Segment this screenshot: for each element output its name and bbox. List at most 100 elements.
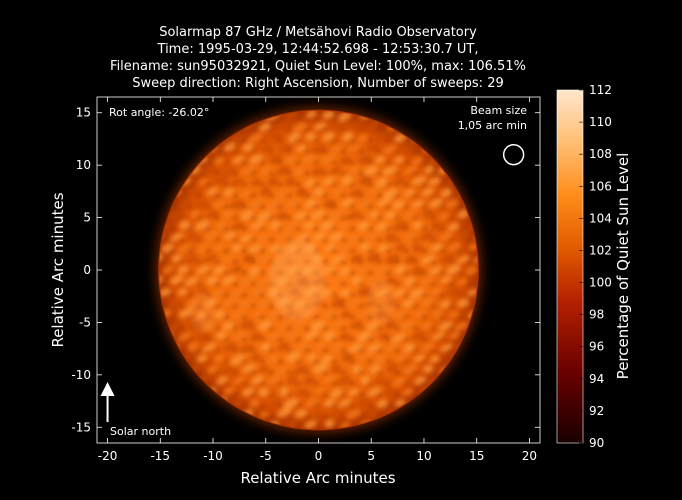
sweep-dark-spot — [313, 337, 320, 342]
sweep-blob — [446, 264, 461, 275]
sweep-dark-spot — [286, 370, 293, 375]
sweep-blob — [251, 221, 264, 230]
sweep-dark-spot — [286, 237, 293, 243]
sweep-blob — [295, 144, 306, 153]
bright-region — [190, 291, 215, 332]
sweep-dark-spot — [232, 215, 239, 220]
sweep-blob — [258, 365, 269, 374]
sweep-blob — [166, 210, 180, 220]
sweep-dark-spot — [331, 204, 338, 209]
sweep-dark-spot — [169, 292, 176, 298]
sweep-blob — [295, 388, 307, 397]
sweep-dark-spot — [178, 215, 185, 220]
sweep-dark-spot — [421, 359, 428, 364]
sweep-blob — [375, 177, 388, 188]
sweep-dark-spot — [304, 370, 311, 375]
sweep-dark-spot — [322, 127, 329, 132]
sweep-blob — [341, 175, 353, 186]
sweep-dark-spot — [331, 359, 338, 364]
sweep-blob — [313, 122, 327, 131]
sweep-dark-spot — [313, 138, 320, 143]
sweep-dark-spot — [196, 281, 203, 287]
sweep-blob — [250, 178, 261, 187]
sweep-blob — [375, 155, 385, 164]
sweep-dark-spot — [412, 149, 419, 154]
sweep-blob — [269, 220, 281, 230]
sweep-dark-spot — [403, 315, 410, 320]
sweep-dark-spot — [340, 237, 347, 243]
sweep-blob — [269, 310, 280, 320]
sweep-blob — [448, 242, 461, 252]
sweep-blob — [347, 143, 362, 153]
sweep-blob — [403, 188, 416, 197]
title-line-2: Time: 1995-03-29, 12:44:52.698 - 12:53:3… — [157, 42, 479, 57]
sweep-dark-spot — [268, 392, 275, 397]
sweep-dark-spot — [367, 403, 374, 408]
y-tick-label: -5 — [79, 315, 91, 329]
sweep-dark-spot — [403, 138, 410, 143]
sweep-blob — [256, 276, 271, 286]
sweep-blob — [311, 167, 324, 177]
sweep-blob — [376, 197, 391, 207]
x-axis-label: Relative Arc minutes — [240, 469, 395, 487]
sweep-dark-spot — [457, 226, 464, 231]
sweep-blob — [429, 355, 440, 363]
sweep-blob — [276, 211, 288, 222]
sweep-dark-spot — [430, 303, 437, 309]
sweep-blob — [357, 221, 370, 231]
sweep-blob — [374, 376, 386, 386]
sweep-blob — [250, 353, 262, 362]
sweep-blob — [394, 156, 404, 165]
sweep-dark-spot — [268, 237, 275, 243]
sweep-dark-spot — [376, 215, 383, 220]
sweep-dark-spot — [223, 248, 230, 254]
sweep-dark-spot — [286, 149, 293, 154]
sweep-blob — [375, 222, 388, 231]
sweep-dark-spot — [187, 292, 194, 298]
sweep-blob — [331, 276, 344, 285]
sweep-dark-spot — [241, 182, 248, 187]
sweep-dark-spot — [457, 204, 464, 209]
sweep-blob — [367, 143, 380, 152]
sweep-dark-spot — [349, 381, 356, 386]
solar-north-label: Solar north — [110, 425, 171, 438]
sweep-blob — [230, 178, 244, 187]
sweep-blob — [314, 387, 325, 395]
x-tick-label: -5 — [260, 449, 272, 463]
sweep-dark-spot — [277, 204, 284, 209]
sweep-dark-spot — [223, 359, 230, 364]
sweep-dark-spot — [448, 237, 455, 243]
sweep-blob — [311, 209, 325, 220]
sweep-dark-spot — [313, 226, 320, 231]
sweep-dark-spot — [340, 259, 347, 265]
sweep-dark-spot — [304, 414, 311, 419]
sweep-dark-spot — [412, 303, 419, 309]
sweep-blob — [178, 220, 190, 230]
sweep-dark-spot — [385, 138, 392, 143]
sweep-dark-spot — [277, 315, 284, 320]
sweep-dark-spot — [367, 226, 374, 231]
x-axis-ticks: -20 -15 -10 -5 0 5 10 15 20 — [98, 97, 537, 463]
colorbar-tick-label: 112 — [589, 83, 612, 97]
sweep-dark-spot — [331, 292, 338, 298]
sweep-dark-spot — [448, 259, 455, 265]
sweep-dark-spot — [241, 359, 248, 364]
sweep-dark-spot — [376, 326, 383, 331]
sweep-dark-spot — [322, 303, 329, 309]
sweep-blob — [202, 342, 217, 352]
sweep-dark-spot — [340, 127, 347, 132]
sweep-dark-spot — [259, 381, 266, 386]
sweep-dark-spot — [349, 116, 356, 121]
sweep-blob — [394, 265, 407, 274]
sweep-dark-spot — [304, 392, 311, 397]
sweep-blob — [409, 288, 425, 299]
sweep-dark-spot — [439, 270, 446, 276]
sweep-dark-spot — [322, 370, 329, 375]
solar-disk — [156, 107, 481, 433]
sweep-dark-spot — [448, 193, 455, 198]
sweep-dark-spot — [277, 403, 284, 408]
sweep-blob — [294, 211, 307, 220]
sweep-blob — [268, 244, 281, 253]
sweep-blob — [202, 254, 217, 264]
sweep-dark-spot — [322, 348, 329, 353]
